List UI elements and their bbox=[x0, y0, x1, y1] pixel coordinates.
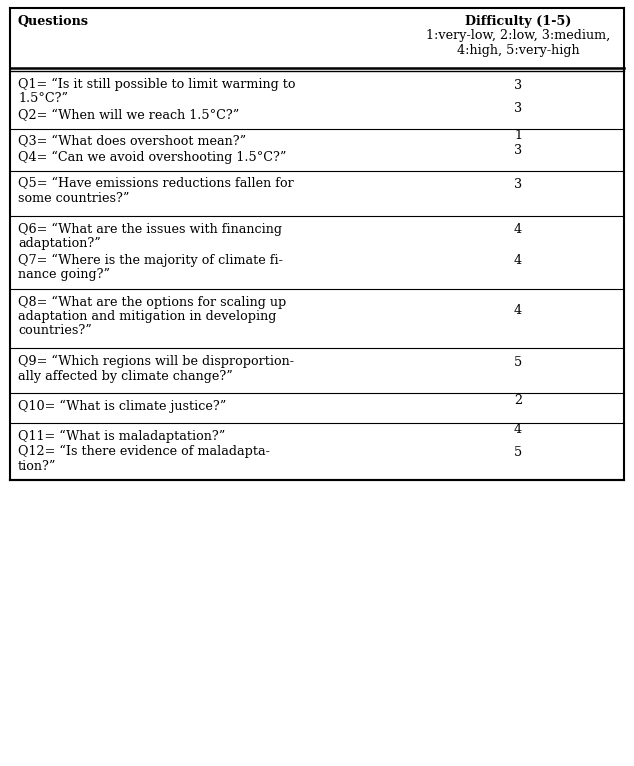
Text: 3: 3 bbox=[514, 79, 522, 92]
Text: ally affected by climate change?”: ally affected by climate change?” bbox=[18, 369, 233, 382]
Text: adaptation and mitigation in developing: adaptation and mitigation in developing bbox=[18, 310, 276, 323]
Text: 4: 4 bbox=[514, 303, 522, 316]
Text: Q4= “Can we avoid overshooting 1.5°C?”: Q4= “Can we avoid overshooting 1.5°C?” bbox=[18, 151, 287, 164]
Text: 1.5°C?”: 1.5°C?” bbox=[18, 93, 68, 106]
Text: 2: 2 bbox=[514, 394, 522, 407]
Text: some countries?”: some countries?” bbox=[18, 192, 129, 205]
Text: Q11= “What is maladaptation?”: Q11= “What is maladaptation?” bbox=[18, 430, 225, 443]
Text: Q6= “What are the issues with financing: Q6= “What are the issues with financing bbox=[18, 222, 282, 236]
Text: Q3= “What does overshoot mean?”: Q3= “What does overshoot mean?” bbox=[18, 136, 246, 149]
Text: Q9= “Which regions will be disproportion-: Q9= “Which regions will be disproportion… bbox=[18, 355, 294, 368]
Text: 3: 3 bbox=[514, 145, 522, 158]
Text: 4: 4 bbox=[514, 423, 522, 436]
Text: 4: 4 bbox=[514, 254, 522, 267]
Text: Q7= “Where is the majority of climate fi-: Q7= “Where is the majority of climate fi… bbox=[18, 254, 283, 267]
Text: Q5= “Have emissions reductions fallen for: Q5= “Have emissions reductions fallen fo… bbox=[18, 178, 294, 191]
Text: Q12= “Is there evidence of maladapta-: Q12= “Is there evidence of maladapta- bbox=[18, 445, 270, 458]
Text: 5: 5 bbox=[514, 355, 522, 368]
Text: nance going?”: nance going?” bbox=[18, 268, 110, 281]
Text: 3: 3 bbox=[514, 178, 522, 192]
Text: Q8= “What are the options for scaling up: Q8= “What are the options for scaling up bbox=[18, 296, 286, 309]
Text: countries?”: countries?” bbox=[18, 325, 92, 338]
Text: 4: 4 bbox=[514, 223, 522, 236]
Text: Q2= “When will we reach 1.5°C?”: Q2= “When will we reach 1.5°C?” bbox=[18, 109, 239, 122]
Text: Difficulty (1-5): Difficulty (1-5) bbox=[465, 15, 571, 28]
Text: Questions: Questions bbox=[18, 15, 89, 28]
Text: 1: 1 bbox=[514, 129, 522, 142]
Text: 1:very-low, 2:low, 3:medium,: 1:very-low, 2:low, 3:medium, bbox=[426, 30, 610, 42]
Text: adaptation?”: adaptation?” bbox=[18, 237, 101, 250]
Text: tion?”: tion?” bbox=[18, 460, 56, 473]
Text: Q10= “What is climate justice?”: Q10= “What is climate justice?” bbox=[18, 400, 226, 413]
Text: 3: 3 bbox=[514, 103, 522, 116]
Text: 5: 5 bbox=[514, 446, 522, 459]
Text: Q1= “Is it still possible to limit warming to: Q1= “Is it still possible to limit warmi… bbox=[18, 78, 295, 91]
Text: 4:high, 5:very-high: 4:high, 5:very-high bbox=[456, 44, 579, 57]
